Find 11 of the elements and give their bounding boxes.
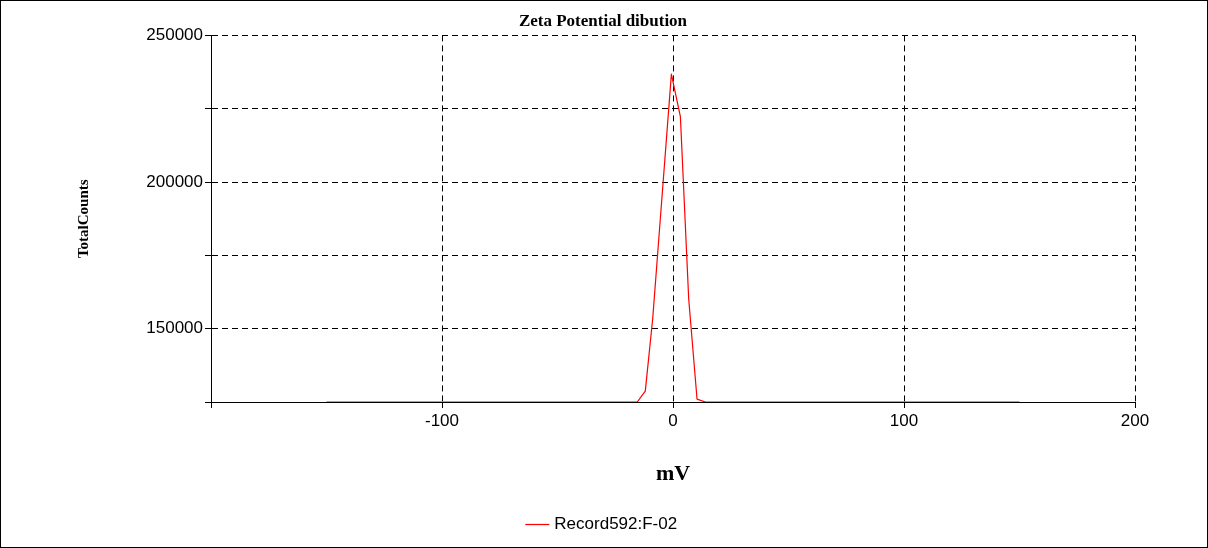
y-tick-label: 250000 xyxy=(146,25,203,45)
chart-title: Zeta Potential dibution xyxy=(518,10,688,30)
x-tick-label: 100 xyxy=(889,410,919,430)
x-axis-title: mV xyxy=(655,460,691,486)
y-tick-label: 150000 xyxy=(146,318,203,338)
x-tick-label: 0 xyxy=(668,410,678,430)
legend-label: Record592:F-02 xyxy=(554,514,678,534)
y-tick-label: 200000 xyxy=(146,171,203,191)
x-tick-label: -100 xyxy=(424,410,460,430)
x-tick-label: 200 xyxy=(1120,410,1150,430)
y-axis-title: TotalCounts xyxy=(74,179,91,259)
